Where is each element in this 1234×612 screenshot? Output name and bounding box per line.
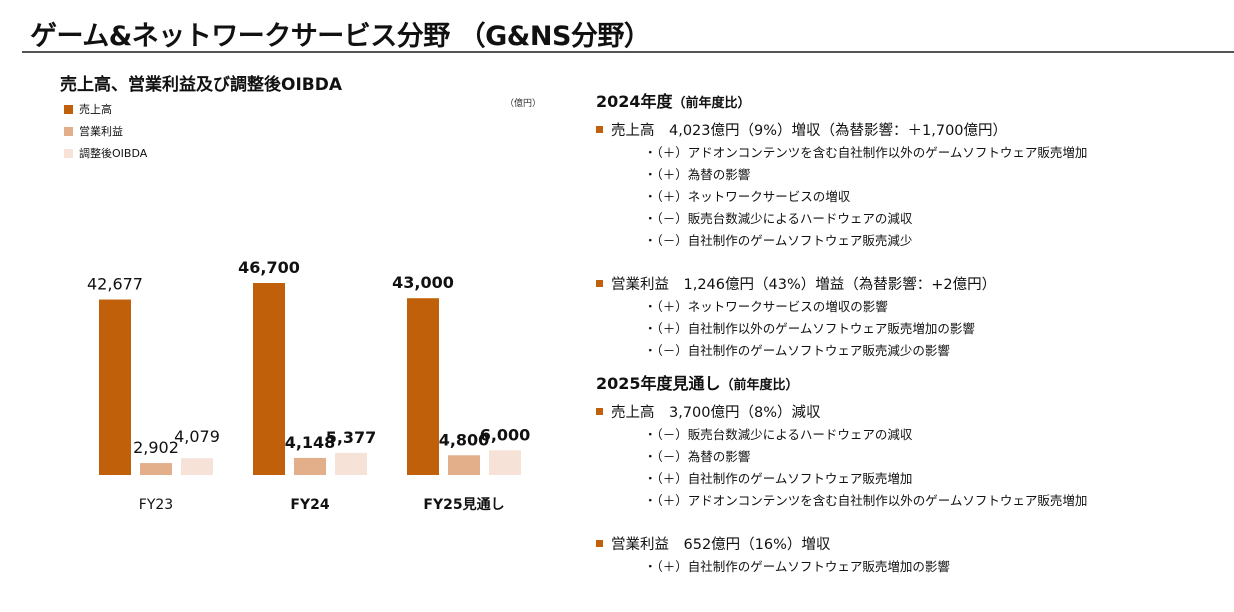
bar-op <box>294 457 326 475</box>
bullet-square-icon <box>596 407 603 415</box>
category-label: FY25見通し <box>423 497 504 513</box>
legend-swatch <box>64 148 73 158</box>
bullet-sales-2024: 売上高 4,023億円（9%）増収（為替影響：＋1,700億円） <box>596 118 1087 140</box>
bullet-text: 売上高 4,023億円（9%）増収（為替影響：＋1,700億円） <box>611 122 1008 139</box>
bullet-op-2025: 営業利益 652億円（16%）増収 <box>596 532 1087 554</box>
value-label-oibda: 5,377 <box>326 428 377 447</box>
heading-sub: （前年度比） <box>672 96 751 111</box>
bullet-square-icon <box>596 279 603 287</box>
page-title: ゲーム&ネットワークサービス分野 （G&NS分野） <box>30 21 651 52</box>
sub-item: ・（＋）自社制作以外のゲームソフトウェア販売増加の影響 <box>644 320 975 336</box>
bar-sales <box>253 283 285 475</box>
commentary-panel: 2024年度（前年度比） 売上高 4,023億円（9%）増収（為替影響：＋1,7… <box>596 88 1087 576</box>
bar-oibda <box>489 450 521 475</box>
chart-legend: 売上高 営業利益 調整後OIBDA <box>64 98 147 164</box>
sub-item: ・（＋）アドオンコンテンツを含む自社制作以外のゲームソフトウェア販売増加 <box>644 144 1088 160</box>
sub-item: ・（－）為替の影響 <box>644 448 751 464</box>
chart-title: 売上高、営業利益及び調整後OIBDA <box>60 75 343 95</box>
bar-op <box>140 463 172 475</box>
bullet-square-icon <box>596 125 603 133</box>
bullet-sales-2025: 売上高 3,700億円（8%）減収 <box>596 400 1087 422</box>
sub-item: ・（－）自社制作のゲームソフトウェア販売減少の影響 <box>644 342 950 358</box>
legend-label: 売上高 <box>79 103 112 116</box>
heading-sub: （前年度比） <box>720 378 799 393</box>
value-label-sales: 43,000 <box>392 273 454 292</box>
bar-oibda <box>181 458 213 475</box>
sub-item: ・（－）販売台数減少によるハードウェアの減収 <box>644 210 913 226</box>
heading-text: 2024年度 <box>596 92 673 111</box>
title-divider <box>22 51 1234 53</box>
sub-item: ・（＋）ネットワークサービスの増収の影響 <box>644 298 888 314</box>
legend-swatch <box>64 126 73 136</box>
bullet-text: 売上高 3,700億円（8%）減収 <box>611 404 821 421</box>
legend-item-op: 営業利益 <box>64 120 147 142</box>
bar-oibda <box>335 452 367 475</box>
value-label-sales: 46,700 <box>238 258 300 277</box>
bullet-text: 営業利益 1,246億円（43%）増益（為替影響：+2億円） <box>611 276 997 293</box>
sub-item: ・（＋）自社制作のゲームソフトウェア販売増加の影響 <box>644 558 950 574</box>
bar-sales <box>99 299 131 475</box>
bullet-square-icon <box>596 539 603 547</box>
category-label: FY23 <box>139 497 173 513</box>
bullet-op-2024: 営業利益 1,246億円（43%）増益（為替影響：+2億円） <box>596 272 1087 294</box>
sub-item: ・（＋）ネットワークサービスの増収 <box>644 188 851 204</box>
legend-item-sales: 売上高 <box>64 98 147 120</box>
section-heading-2025: 2025年度見通し（前年度比） <box>596 370 1087 394</box>
category-label: FY24 <box>290 497 329 513</box>
value-label-sales: 42,677 <box>87 275 143 294</box>
bar-sales <box>407 298 439 475</box>
legend-item-oibda: 調整後OIBDA <box>64 142 147 164</box>
section-heading-2024: 2024年度（前年度比） <box>596 88 1087 112</box>
heading-text: 2025年度見通し <box>596 374 721 393</box>
sub-item: ・（＋）自社制作のゲームソフトウェア販売増加 <box>644 470 913 486</box>
sub-item: ・（－）販売台数減少によるハードウェアの減収 <box>644 426 913 442</box>
bar-op <box>448 455 480 475</box>
bullet-text: 営業利益 652億円（16%）増収 <box>611 536 831 553</box>
value-label-op: 4,800 <box>439 430 490 449</box>
sub-item: ・（＋）為替の影響 <box>644 166 751 182</box>
chart-unit: （億円） <box>505 99 542 109</box>
legend-label: 営業利益 <box>79 125 123 138</box>
legend-label: 調整後OIBDA <box>79 147 148 160</box>
value-label-oibda: 6,000 <box>480 425 531 444</box>
sub-item: ・（＋）アドオンコンテンツを含む自社制作以外のゲームソフトウェア販売増加 <box>644 492 1088 508</box>
sub-item: ・（－）自社制作のゲームソフトウェア販売減少 <box>644 232 913 248</box>
value-label-op: 4,148 <box>285 433 336 452</box>
value-label-oibda: 4,079 <box>174 427 220 446</box>
legend-swatch <box>64 104 73 114</box>
value-label-op: 2,902 <box>133 438 179 457</box>
